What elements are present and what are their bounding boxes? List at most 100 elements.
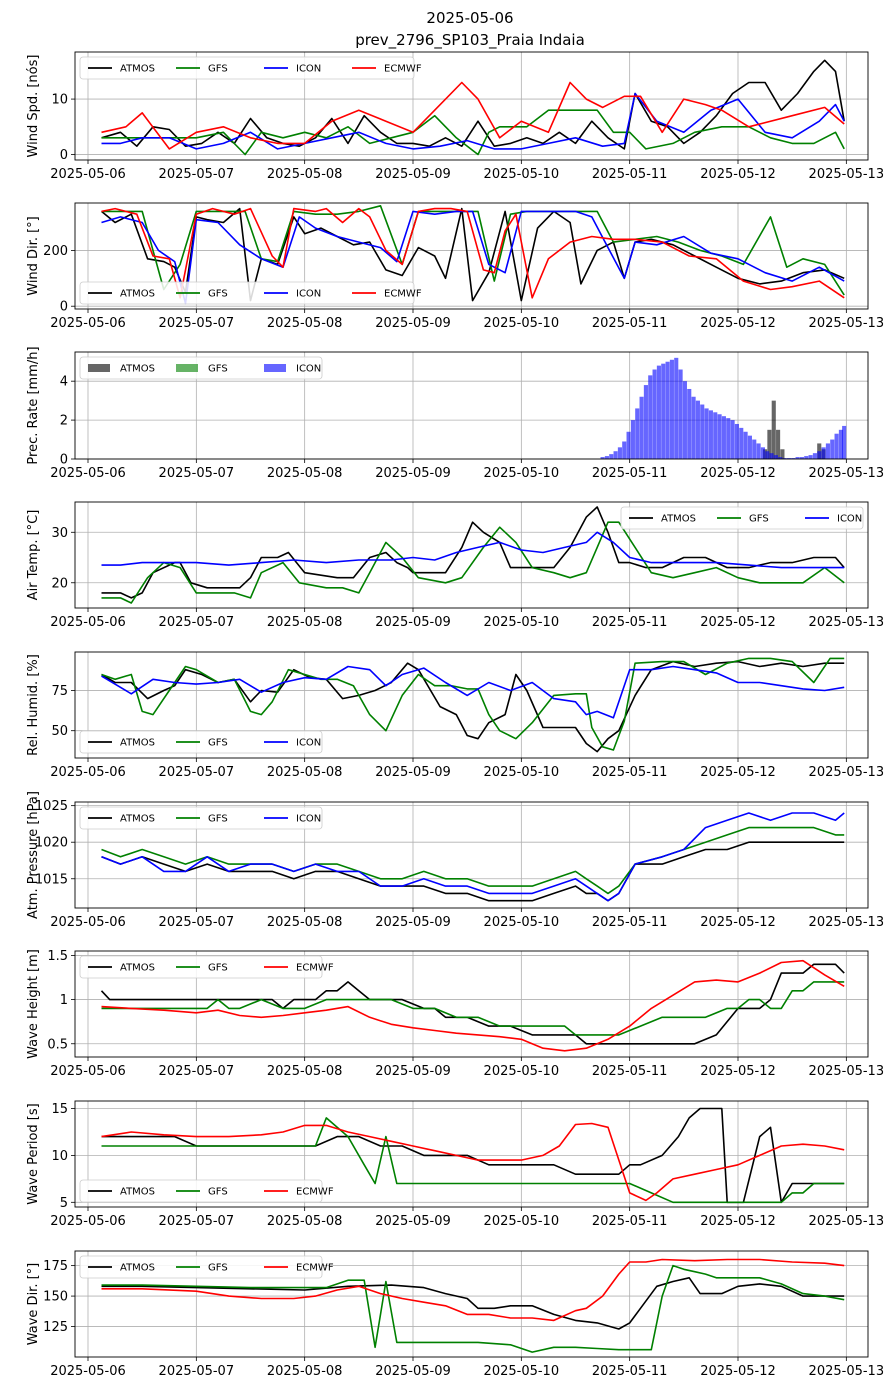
bar-icon bbox=[617, 447, 622, 459]
series-line-atmos bbox=[101, 841, 845, 902]
series-line-gfs bbox=[101, 521, 845, 604]
x-tick-label: 2025-05-09 bbox=[375, 316, 451, 331]
plot-frame bbox=[74, 1250, 869, 1358]
y-axis-label: Air Temp. [°C] bbox=[26, 510, 41, 601]
y-axis-label: Wind Dir. [°] bbox=[26, 216, 41, 296]
series-line-icon bbox=[101, 531, 845, 569]
plot-area bbox=[101, 506, 845, 604]
x-tick-label: 2025-05-12 bbox=[700, 1364, 776, 1379]
x-tick-label: 2025-05-12 bbox=[700, 765, 776, 780]
x-tick-label: 2025-05-09 bbox=[375, 765, 451, 780]
plot-frame bbox=[74, 202, 869, 310]
legend: ATMOS GFS ICON bbox=[79, 730, 323, 754]
chart-wind-direction: 2025-05-06 2025-05-07 2025-05-08 2025-05-09… bbox=[26, 202, 884, 331]
x-tick-label: 2025-05-11 bbox=[592, 316, 668, 331]
plot-area bbox=[600, 357, 847, 459]
legend: ATMOS GFS ICON bbox=[620, 506, 864, 530]
x-tick-label: 2025-05-10 bbox=[484, 615, 560, 630]
x-tick-label: 2025-05-06 bbox=[50, 615, 126, 630]
bar-icon bbox=[656, 365, 661, 459]
legend-label-ecmwf: ECMWF bbox=[384, 289, 422, 300]
legend-box bbox=[79, 1255, 323, 1279]
legend-label-atmos: ATMOS bbox=[120, 1187, 155, 1198]
bar-icon bbox=[630, 420, 635, 459]
series-line-ecmwf bbox=[101, 207, 845, 299]
legend: ATMOS GFS ICON bbox=[79, 806, 323, 830]
bar-icon bbox=[747, 435, 752, 459]
series-line-gfs bbox=[101, 657, 845, 751]
plot-frame bbox=[74, 351, 869, 460]
legend-box bbox=[79, 955, 323, 979]
bar-icon bbox=[808, 455, 813, 459]
bar-icon bbox=[678, 369, 683, 459]
bar-icon bbox=[604, 456, 609, 459]
plot-area bbox=[100, 959, 845, 1052]
plot-frame bbox=[74, 801, 869, 909]
bar-icon bbox=[695, 400, 700, 459]
legend: ATMOS GFS ICON ECMWF bbox=[79, 56, 422, 80]
x-tick-label: 2025-05-12 bbox=[700, 915, 776, 930]
plot-frame bbox=[74, 1100, 869, 1208]
series-line-ecmwf bbox=[101, 959, 845, 1052]
legend: ATMOS GFS ECMWF bbox=[79, 1179, 334, 1203]
legend-label-atmos: ATMOS bbox=[120, 1263, 155, 1274]
x-tick-label: 2025-05-09 bbox=[375, 915, 451, 930]
bar-atmos bbox=[767, 429, 772, 459]
x-tick-label: 2025-05-13 bbox=[809, 1064, 885, 1079]
legend-label-atmos: ATMOS bbox=[120, 364, 155, 375]
bar-icon bbox=[700, 404, 705, 459]
bar-icon bbox=[778, 457, 783, 459]
x-tick-label: 2025-05-10 bbox=[484, 167, 560, 182]
bar-icon bbox=[825, 443, 830, 459]
legend-label-icon: ICON bbox=[296, 364, 321, 375]
bar-icon bbox=[626, 431, 631, 459]
bar-icon bbox=[682, 381, 687, 459]
x-tick-label: 2025-05-08 bbox=[267, 466, 343, 481]
plot-frame bbox=[74, 51, 869, 161]
x-tick-label: 2025-05-08 bbox=[267, 167, 343, 182]
figure-title-date: 2025-05-06 bbox=[426, 9, 513, 27]
chart-panels: 2025-05-06 2025-05-07 2025-05-08 2025-05-09… bbox=[26, 51, 885, 1379]
plot-area bbox=[101, 1258, 845, 1353]
x-tick-label: 2025-05-09 bbox=[375, 1364, 451, 1379]
bar-icon bbox=[786, 458, 791, 459]
y-tick-label: 200 bbox=[43, 244, 68, 259]
bar-icon bbox=[609, 454, 614, 459]
x-tick-label: 2025-05-06 bbox=[50, 1214, 126, 1229]
bar-icon bbox=[639, 396, 644, 459]
x-tick-label: 2025-05-10 bbox=[484, 1364, 560, 1379]
bar-icon bbox=[842, 425, 847, 459]
x-tick-label: 2025-05-07 bbox=[159, 1214, 235, 1229]
series-line-gfs bbox=[101, 826, 845, 895]
x-tick-label: 2025-05-11 bbox=[592, 167, 668, 182]
bar-icon bbox=[838, 429, 843, 459]
x-tick-label: 2025-05-11 bbox=[592, 1064, 668, 1079]
x-tick-label: 2025-05-13 bbox=[809, 615, 885, 630]
bar-icon bbox=[713, 412, 718, 459]
y-tick-label: 1 bbox=[60, 993, 68, 1008]
x-tick-label: 2025-05-09 bbox=[375, 1064, 451, 1079]
x-tick-label: 2025-05-12 bbox=[700, 316, 776, 331]
x-tick-label: 2025-05-10 bbox=[484, 1214, 560, 1229]
legend-box bbox=[79, 356, 323, 380]
y-axis-label: Wave Dir. [°] bbox=[26, 1263, 41, 1346]
legend-box bbox=[79, 806, 323, 830]
x-tick-label: 2025-05-07 bbox=[159, 765, 235, 780]
bar-icon bbox=[721, 416, 726, 459]
x-tick-label: 2025-05-10 bbox=[484, 1064, 560, 1079]
legend-label-atmos: ATMOS bbox=[661, 514, 696, 525]
plot-area bbox=[101, 657, 845, 753]
legend-label-icon: ICON bbox=[296, 64, 321, 75]
series-line-atmos bbox=[101, 506, 845, 599]
bar-icon bbox=[743, 431, 748, 459]
x-tick-label: 2025-05-08 bbox=[267, 1364, 343, 1379]
bar-icon bbox=[726, 418, 731, 459]
legend-label-icon: ICON bbox=[296, 738, 321, 749]
x-tick-label: 2025-05-08 bbox=[267, 316, 343, 331]
y-tick-label: 5 bbox=[60, 1196, 68, 1211]
y-tick-label: 10 bbox=[51, 1149, 68, 1164]
series-line-ecmwf bbox=[101, 1258, 845, 1322]
x-tick-label: 2025-05-06 bbox=[50, 167, 126, 182]
x-tick-label: 2025-05-13 bbox=[809, 1214, 885, 1229]
